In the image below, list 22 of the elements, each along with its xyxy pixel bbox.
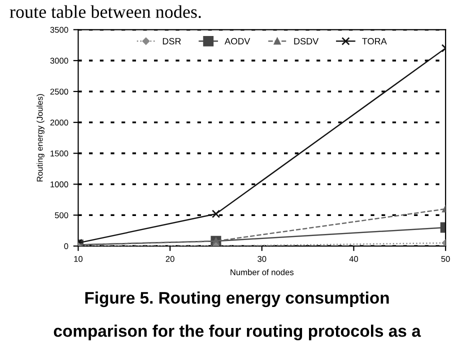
y-tick-label: 3500 bbox=[50, 26, 68, 33]
y-tick-label: 2000 bbox=[50, 120, 68, 126]
x-tick-label: 20 bbox=[166, 256, 174, 262]
y-tick-label: 500 bbox=[54, 212, 68, 218]
legend-label: DSDV bbox=[294, 38, 319, 44]
x-tick-label: 30 bbox=[258, 256, 266, 262]
x-axis-title: Number of nodes bbox=[230, 269, 294, 276]
text: comparison for the four routing protocols as a bbox=[54, 324, 421, 340]
text: route table between nodes. bbox=[10, 5, 201, 18]
y-tick-label: 0 bbox=[64, 243, 68, 250]
x-tick-label: 50 bbox=[441, 256, 450, 262]
caption: Figure 5. Routing energy consumption bbox=[85, 292, 389, 308]
y-tick-label: 3000 bbox=[50, 58, 68, 64]
x-tick-label: 10 bbox=[74, 256, 83, 262]
legend-label: DSR bbox=[162, 38, 181, 44]
legend-label: TORA bbox=[362, 38, 387, 44]
y-tick-label: 1500 bbox=[50, 150, 68, 156]
y-tick-label: 1000 bbox=[50, 181, 68, 188]
y-tick-label: 2500 bbox=[50, 88, 68, 95]
legend-label: AODV bbox=[224, 38, 250, 44]
x-tick-label: 40 bbox=[349, 256, 358, 262]
y-axis-title: Routing energy (Joules) bbox=[36, 94, 44, 182]
